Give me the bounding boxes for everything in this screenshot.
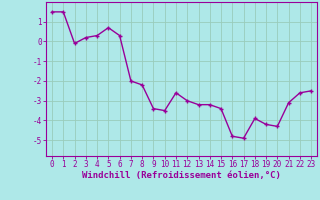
X-axis label: Windchill (Refroidissement éolien,°C): Windchill (Refroidissement éolien,°C) (82, 171, 281, 180)
